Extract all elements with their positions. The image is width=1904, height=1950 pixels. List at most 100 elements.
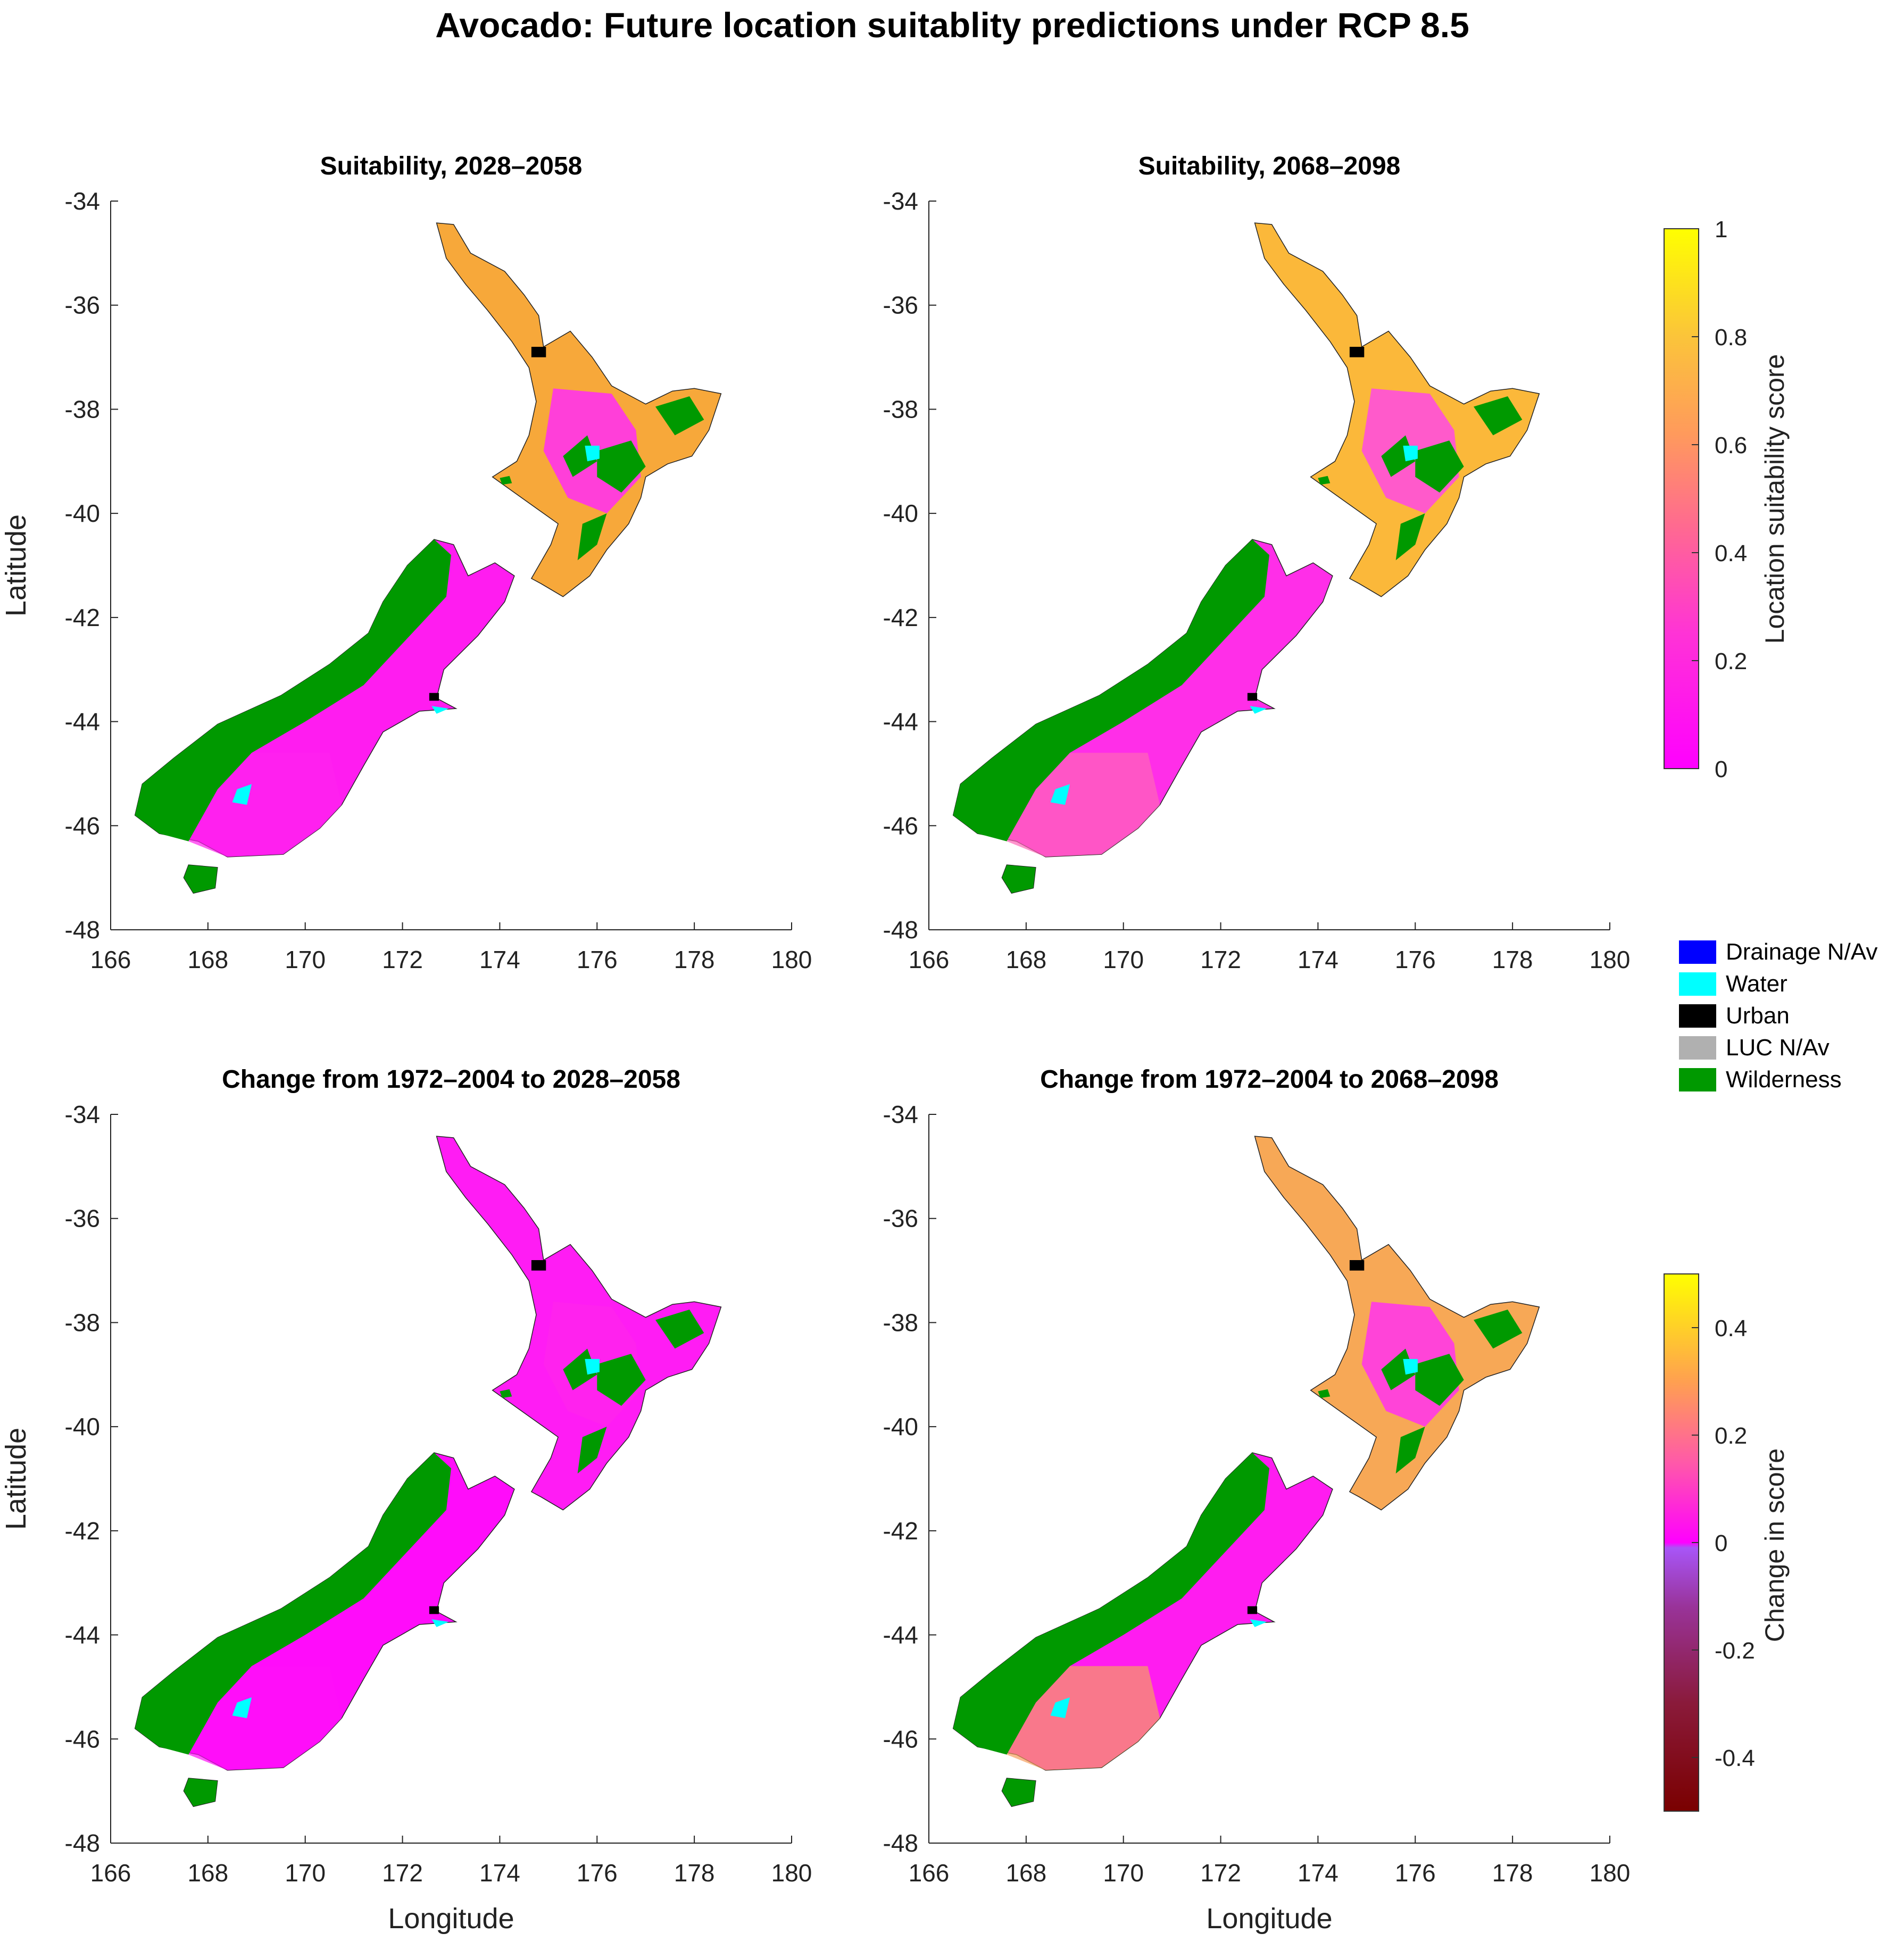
wilderness-area bbox=[655, 396, 704, 436]
legend-label: Drainage N/Av bbox=[1726, 939, 1877, 965]
wilderness-area bbox=[1318, 476, 1331, 485]
y-tick-label: -42 bbox=[883, 1517, 918, 1545]
y-tick-label: -48 bbox=[883, 916, 918, 944]
x-tick-label: 166 bbox=[90, 946, 131, 973]
x-tick-label: 166 bbox=[909, 1859, 950, 1887]
legend-swatch bbox=[1679, 1036, 1716, 1060]
wilderness-area bbox=[655, 1310, 704, 1349]
x-tick-label: 168 bbox=[187, 1859, 228, 1887]
y-tick-label: -46 bbox=[883, 812, 918, 839]
axes-frame: 166 168 170 172 174 176 178 180 -34 -36 -38 -40 -42 -… bbox=[65, 187, 812, 973]
y-tick-label: -44 bbox=[65, 1621, 100, 1649]
legend-label: Urban bbox=[1726, 1003, 1790, 1029]
urban-area bbox=[531, 347, 546, 357]
colorbar-tick-label: 1 bbox=[1715, 216, 1727, 243]
water-area bbox=[232, 784, 252, 805]
x-tick-label: 172 bbox=[1200, 946, 1241, 973]
y-axis-label: Latitude bbox=[0, 514, 32, 616]
wilderness-area bbox=[1318, 1389, 1331, 1398]
southland-region bbox=[188, 753, 342, 857]
y-tick-label: -36 bbox=[65, 291, 100, 319]
panel-2: Suitability, 2068–2098 166 168 170 172 174 17… bbox=[883, 152, 1631, 973]
x-tick-label: 178 bbox=[674, 1859, 715, 1887]
x-tick-label: 172 bbox=[382, 946, 423, 973]
x-tick-label: 174 bbox=[1298, 946, 1338, 973]
wilderness-area bbox=[597, 1354, 646, 1406]
x-tick-label: 176 bbox=[1395, 946, 1436, 973]
x-tick-label: 176 bbox=[577, 1859, 618, 1887]
y-tick-label: -38 bbox=[65, 1309, 100, 1336]
colorbar-tick-label: 0.2 bbox=[1715, 648, 1747, 674]
urban-area bbox=[1247, 1606, 1258, 1614]
y-tick-label: -34 bbox=[65, 187, 100, 215]
y-tick-label: -42 bbox=[883, 604, 918, 631]
panel-title: Change from 1972–2004 to 2068–2098 bbox=[1040, 1065, 1499, 1094]
x-tick-label: 170 bbox=[1103, 946, 1144, 973]
x-tick-label: 180 bbox=[1590, 946, 1631, 973]
wilderness-area bbox=[577, 1427, 607, 1474]
y-tick-label: -44 bbox=[883, 708, 918, 736]
colorbar-tick-label: -0.2 bbox=[1715, 1638, 1755, 1664]
map-area bbox=[134, 222, 722, 894]
y-tick-label: -46 bbox=[65, 812, 100, 839]
x-tick-label: 180 bbox=[771, 1859, 812, 1887]
x-tick-label: 172 bbox=[1200, 1859, 1241, 1887]
wilderness-area bbox=[135, 539, 451, 841]
y-axis-label: Latitude bbox=[0, 1428, 32, 1530]
panel-4: Change from 1972–2004 to 2068–2098 166 16… bbox=[883, 1065, 1631, 1935]
legend-label: Wilderness bbox=[1726, 1066, 1842, 1093]
x-tick-label: 176 bbox=[577, 946, 618, 973]
water-area bbox=[585, 445, 600, 462]
y-tick-label: -40 bbox=[883, 1413, 918, 1440]
panel-1: Suitability, 2028–2058 166 168 170 172 174 17… bbox=[0, 152, 812, 973]
legend-swatch bbox=[1679, 1068, 1716, 1091]
y-tick-label: -40 bbox=[65, 499, 100, 527]
southland-region bbox=[1007, 1666, 1160, 1770]
axes-frame: 166 168 170 172 174 176 178 180 -34 -36 -38 -40 -42 -… bbox=[883, 187, 1631, 973]
x-tick-label: 172 bbox=[382, 1859, 423, 1887]
x-tick-label: 168 bbox=[1005, 946, 1046, 973]
wilderness-area bbox=[1415, 440, 1464, 493]
y-tick-label: -44 bbox=[65, 708, 100, 736]
y-tick-label: -36 bbox=[883, 291, 918, 319]
y-tick-label: -44 bbox=[883, 1621, 918, 1649]
y-tick-label: -36 bbox=[65, 1205, 100, 1232]
wilderness-area bbox=[1395, 513, 1425, 561]
axes-frame: 166 168 170 172 174 176 178 180 -34 -36 -38 -40 -42 -… bbox=[883, 1101, 1631, 1887]
legend-label: Water bbox=[1726, 971, 1787, 997]
y-tick-label: -48 bbox=[883, 1829, 918, 1857]
x-axis-label: Longitude bbox=[388, 1903, 514, 1935]
y-tick-label: -42 bbox=[65, 1517, 100, 1545]
y-tick-label: -40 bbox=[65, 1413, 100, 1440]
colorbar-change: 0.4 0.2 0 -0.2 -0.4 Change in score bbox=[1664, 1273, 1790, 1812]
colorbar-tick-label: 0.2 bbox=[1715, 1423, 1747, 1449]
colorbar-suitability-gradient bbox=[1664, 228, 1699, 769]
wilderness-area bbox=[500, 1389, 512, 1398]
stewart-island bbox=[183, 864, 218, 894]
map-area bbox=[952, 222, 1540, 894]
legend-swatch bbox=[1679, 1004, 1716, 1028]
colorbar-suitability-ticks: 1 0.8 0.6 0.4 0.2 0 bbox=[1692, 216, 1747, 782]
colorbar-tick-label: 0 bbox=[1715, 1530, 1727, 1556]
x-tick-label: 166 bbox=[909, 946, 950, 973]
water-area bbox=[1250, 1619, 1267, 1627]
wilderness-area bbox=[953, 1453, 1269, 1755]
x-tick-label: 166 bbox=[90, 1859, 131, 1887]
panel-title: Suitability, 2068–2098 bbox=[1138, 152, 1401, 180]
x-tick-label: 180 bbox=[1590, 1859, 1631, 1887]
water-area bbox=[1403, 1359, 1418, 1375]
water-area bbox=[1250, 706, 1267, 714]
x-tick-label: 174 bbox=[1298, 1859, 1338, 1887]
x-tick-label: 178 bbox=[674, 946, 715, 973]
legend-label: LUC N/Av bbox=[1726, 1035, 1830, 1061]
wilderness-area bbox=[1395, 1427, 1425, 1474]
water-area bbox=[431, 1619, 449, 1627]
wilderness-area bbox=[500, 476, 512, 485]
y-tick-label: -48 bbox=[65, 916, 100, 944]
y-tick-label: -34 bbox=[883, 187, 918, 215]
southland-region bbox=[1007, 753, 1160, 857]
water-area bbox=[431, 706, 449, 714]
y-tick-label: -42 bbox=[65, 604, 100, 631]
x-tick-label: 168 bbox=[187, 946, 228, 973]
